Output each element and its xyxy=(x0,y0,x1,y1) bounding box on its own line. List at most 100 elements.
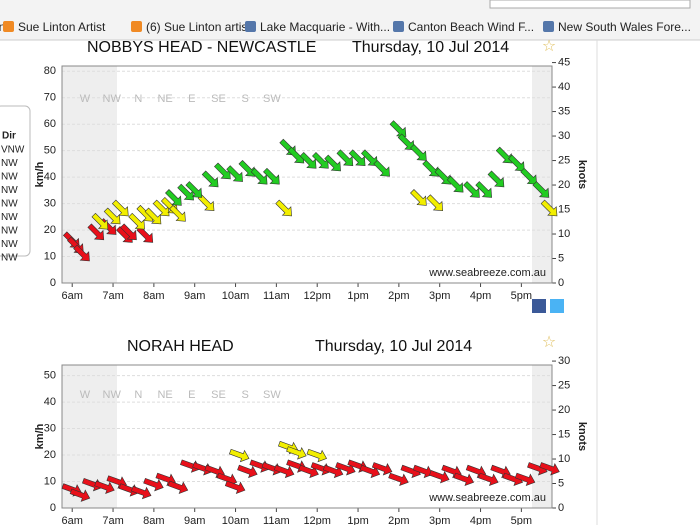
x-tick-label: 5pm xyxy=(511,290,532,302)
wind-arrow xyxy=(197,194,215,212)
compass-label: NW xyxy=(103,93,122,105)
compass-label: SE xyxy=(211,389,226,401)
x-tick-label: 9am xyxy=(184,290,205,302)
wind-arrow xyxy=(238,159,256,177)
wind-arrow xyxy=(539,462,560,476)
x-tick-label: 12pm xyxy=(303,515,331,525)
bookmark[interactable]: New South Wales Fore... xyxy=(558,20,691,34)
bookmark-icon xyxy=(131,21,142,32)
y-tick-label: 80 xyxy=(44,65,56,77)
y-tick-label: 0 xyxy=(50,502,56,514)
bookmark[interactable]: Sue Linton Artist xyxy=(18,20,106,34)
y2-tick-label: 20 xyxy=(558,404,570,416)
y2-tick-label: 10 xyxy=(558,453,570,465)
wind-arrow xyxy=(111,199,129,217)
star-icon[interactable]: ☆ xyxy=(542,334,556,351)
x-tick-label: 10am xyxy=(222,290,250,302)
wind-arrow xyxy=(273,464,295,479)
compass-label: E xyxy=(188,389,195,401)
wind-arrow xyxy=(224,480,246,494)
wind-arrow xyxy=(237,464,258,479)
wind-arrow xyxy=(336,149,354,167)
wind-arrow xyxy=(361,149,378,167)
y-axis-label: km/h xyxy=(34,161,46,187)
chart-title: NOBBYS HEAD - NEWCASTLE xyxy=(87,39,316,56)
wind-arrow xyxy=(422,159,439,177)
wind-arrow xyxy=(426,194,444,212)
compass-label: NE xyxy=(157,389,172,401)
wind-arrow xyxy=(286,446,307,460)
plot-frame xyxy=(61,364,553,509)
wind-arrow xyxy=(87,223,105,241)
x-tick-label: 1pm xyxy=(347,515,368,525)
y2-axis-label: knots xyxy=(576,160,588,189)
wind-arrow xyxy=(69,488,91,502)
wind-arrow xyxy=(540,199,558,217)
compass-label: N xyxy=(134,389,142,401)
twitter-icon[interactable] xyxy=(550,299,564,313)
wind-arrow xyxy=(532,181,550,198)
y-tick-label: 10 xyxy=(44,475,56,487)
y2-tick-label: 40 xyxy=(558,81,570,93)
y2-tick-label: 30 xyxy=(558,355,570,367)
y-tick-label: 20 xyxy=(44,449,56,461)
compass-label: NE xyxy=(157,93,172,105)
wind-arrow xyxy=(388,472,409,487)
wind-arrow xyxy=(167,480,189,494)
x-tick-label: 2pm xyxy=(388,290,409,302)
bookmark-icon xyxy=(543,21,554,32)
wind-arrow xyxy=(312,152,329,169)
wind-arrow xyxy=(94,480,115,494)
sidebar-row: NW xyxy=(1,158,18,169)
chart-date: Thursday, 10 Jul 2014 xyxy=(352,39,509,56)
x-tick-label: 7am xyxy=(102,290,123,302)
y2-tick-label: 0 xyxy=(558,502,564,514)
y2-tick-label: 45 xyxy=(558,56,570,68)
sidebar-row: NW xyxy=(1,185,18,196)
compass-label: E xyxy=(188,93,195,105)
x-tick-label: 8am xyxy=(143,290,164,302)
bookmark[interactable]: Canton Beach Wind F... xyxy=(408,20,534,34)
wind-arrow xyxy=(475,181,493,198)
x-tick-label: 8am xyxy=(143,515,164,525)
plot-bg xyxy=(62,365,552,508)
sidebar-row: NW xyxy=(1,253,18,264)
bookmark[interactable]: (6) Sue Linton artist xyxy=(146,20,251,34)
plot-frame xyxy=(61,65,553,284)
wind-arrow xyxy=(120,223,137,241)
wind-arrow xyxy=(214,162,231,180)
y2-tick-label: 20 xyxy=(558,179,570,191)
sidebar xyxy=(0,105,31,257)
sidebar-row: NW xyxy=(1,172,18,183)
y-tick-label: 40 xyxy=(44,171,56,183)
x-tick-label: 3pm xyxy=(429,515,450,525)
x-tick-label: 2pm xyxy=(388,515,409,525)
sidebar-row: NW xyxy=(1,212,18,223)
wind-arrow xyxy=(201,170,219,188)
plot-bg xyxy=(62,66,552,283)
wind-arrow xyxy=(144,207,162,225)
y-tick-label: 0 xyxy=(50,277,56,289)
wind-arrow xyxy=(324,154,341,172)
bookmark[interactable]: Lake Macquarie - With... xyxy=(260,20,390,34)
wind-arrow xyxy=(275,199,292,217)
bookmark-icon xyxy=(393,21,404,32)
y2-tick-label: 35 xyxy=(558,105,570,117)
star-icon[interactable]: ☆ xyxy=(542,38,556,55)
x-tick-label: 11am xyxy=(263,290,290,302)
wind-arrow xyxy=(226,165,243,182)
wind-arrow xyxy=(397,133,415,151)
wind-arrow xyxy=(371,462,393,476)
y-tick-label: 30 xyxy=(44,422,56,434)
wind-arrow xyxy=(169,204,186,222)
wind-arrow xyxy=(103,207,121,225)
y2-tick-label: 15 xyxy=(558,428,570,440)
sidebar-row: NW xyxy=(1,199,18,210)
search-box[interactable] xyxy=(489,0,691,9)
wind-arrow xyxy=(250,167,268,185)
y2-tick-label: 30 xyxy=(558,130,570,142)
compass-label: W xyxy=(80,389,91,401)
facebook-icon[interactable] xyxy=(532,299,546,313)
x-tick-label: 6am xyxy=(62,290,83,302)
wind-arrow xyxy=(434,167,452,185)
